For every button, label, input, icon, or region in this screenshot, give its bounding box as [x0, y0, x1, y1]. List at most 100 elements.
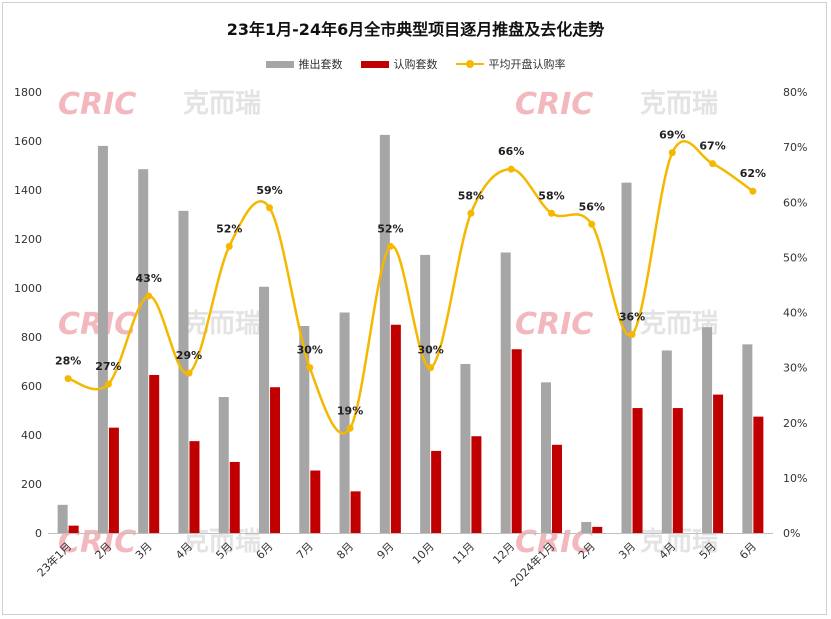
watermark-latin: CRIC — [515, 307, 593, 342]
bar-subscribed — [592, 526, 603, 533]
bar-subscribed — [753, 416, 764, 533]
data-label-rate: 27% — [95, 360, 121, 373]
data-label-rate: 30% — [417, 344, 443, 357]
watermark-latin: CRIC — [58, 87, 136, 122]
watermark-latin: CRIC — [58, 307, 136, 342]
line-point-rate — [507, 165, 515, 173]
bar-launched — [299, 325, 310, 533]
bar-subscribed — [350, 491, 361, 533]
line-point-rate — [145, 292, 153, 300]
y2-axis-tick-label: 80% — [783, 86, 807, 99]
data-label-rate: 58% — [538, 189, 564, 202]
data-label-rate: 59% — [256, 184, 282, 197]
y2-axis-tick-label: 70% — [783, 141, 807, 154]
y2-axis-tick-label: 50% — [783, 251, 807, 264]
bar-subscribed — [632, 408, 643, 533]
bar-launched — [500, 252, 511, 533]
bar-subscribed — [108, 427, 119, 533]
chart-legend: 推出套数 认购套数 平均开盘认购率 — [0, 56, 831, 72]
legend-label-launched: 推出套数 — [298, 58, 343, 71]
bar-subscribed — [149, 374, 160, 533]
line-point-rate — [709, 160, 717, 168]
x-axis-tick-label: 12月 — [490, 540, 517, 567]
data-label-rate: 52% — [216, 222, 242, 235]
line-point-rate — [306, 364, 314, 372]
bar-subscribed — [511, 349, 522, 533]
line-point-rate — [346, 424, 354, 432]
y-axis-tick-label: 800 — [21, 331, 42, 344]
bar-launched — [661, 350, 672, 533]
data-label-rate: 58% — [458, 189, 484, 202]
y2-axis-tick-label: 0% — [783, 527, 800, 540]
line-point-rate — [225, 242, 233, 250]
bar-launched — [621, 182, 632, 533]
y-axis-tick-label: 1000 — [14, 282, 42, 295]
bar-subscribed — [270, 387, 281, 533]
watermark: CRIC 克而瑞 — [515, 525, 718, 560]
bar-subscribed — [672, 408, 683, 533]
bar-subscribed — [471, 436, 482, 533]
data-label-rate: 30% — [297, 344, 323, 357]
bar-subscribed — [431, 450, 442, 533]
x-axis-tick-label: 9月 — [375, 540, 397, 562]
line-point-rate — [104, 380, 112, 388]
y2-axis-tick-label: 20% — [783, 417, 807, 430]
watermark-latin: CRIC — [515, 87, 593, 122]
y2-axis-tick-label: 40% — [783, 307, 807, 320]
data-label-rate: 29% — [176, 349, 202, 362]
legend-item-rate: 平均开盘认购率 — [455, 56, 566, 72]
watermark-chinese: 克而瑞 — [183, 309, 261, 339]
y-axis-tick-label: 600 — [21, 380, 42, 393]
data-label-rate: 36% — [619, 311, 645, 324]
x-axis-tick-label: 3月 — [616, 540, 638, 562]
bar-launched — [540, 382, 551, 533]
bar-launched — [259, 286, 270, 533]
line-point-rate — [64, 375, 72, 383]
bar-subscribed — [189, 441, 200, 533]
bar-launched — [218, 397, 229, 533]
x-axis-tick-label: 10月 — [410, 540, 437, 567]
bar-launched — [581, 521, 592, 533]
legend-label-subscribed: 认购套数 — [393, 58, 438, 71]
x-axis-tick-label: 6月 — [737, 540, 759, 562]
y-axis-tick-label: 1200 — [14, 233, 42, 246]
line-point-rate — [749, 187, 757, 195]
line-point-rate — [386, 242, 394, 250]
legend-swatch-subscribed — [360, 60, 389, 68]
x-axis-tick-label: 11月 — [450, 540, 477, 567]
watermark-chinese: 克而瑞 — [183, 89, 261, 119]
bar-launched — [742, 344, 753, 533]
bar-launched — [57, 504, 68, 533]
bar-launched — [420, 254, 431, 534]
data-label-rate: 19% — [337, 404, 363, 417]
data-label-rate: 69% — [659, 129, 685, 142]
bar-launched — [138, 169, 149, 534]
y-axis-tick-label: 1800 — [14, 86, 42, 99]
data-label-rate: 66% — [498, 145, 524, 158]
line-point-rate — [588, 220, 596, 228]
line-point-rate — [185, 369, 193, 377]
data-label-rate: 52% — [377, 222, 403, 235]
bar-launched — [97, 145, 108, 533]
bar-subscribed — [713, 394, 724, 533]
watermark: CRIC 克而瑞 — [515, 87, 718, 122]
line-point-rate — [547, 209, 555, 217]
watermark: CRIC 克而瑞 — [58, 87, 261, 122]
legend-item-launched: 推出套数 — [265, 56, 343, 72]
legend-swatch-launched — [265, 60, 294, 68]
line-point-rate — [467, 209, 475, 217]
bar-subscribed — [310, 470, 321, 533]
chart-title: 23年1月-24年6月全市典型项目逐月推盘及去化走势 — [226, 20, 605, 39]
legend-swatch-rate — [455, 60, 484, 68]
y-axis-tick-label: 1400 — [14, 184, 42, 197]
data-label-rate: 56% — [579, 200, 605, 213]
legend-item-subscribed: 认购套数 — [360, 56, 438, 72]
y2-axis-tick-label: 10% — [783, 472, 807, 485]
line-point-rate — [628, 331, 636, 339]
bar-launched — [339, 312, 350, 533]
bar-subscribed — [390, 324, 401, 533]
x-axis-tick-label: 8月 — [334, 540, 356, 562]
bar-subscribed — [229, 461, 240, 533]
y-axis-tick-label: 0 — [35, 527, 42, 540]
